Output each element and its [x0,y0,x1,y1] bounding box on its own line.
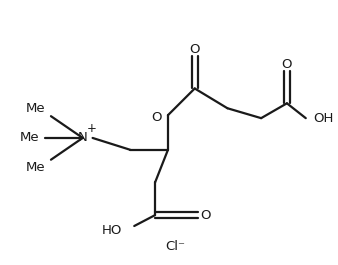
Text: O: O [151,111,161,124]
Text: O: O [200,209,211,222]
Text: Me: Me [25,102,45,115]
Text: O: O [190,43,200,56]
Text: N: N [78,131,88,144]
Text: OH: OH [313,112,334,125]
Text: O: O [282,58,292,71]
Text: Cl⁻: Cl⁻ [165,240,185,253]
Text: Me: Me [25,161,45,174]
Text: +: + [87,122,97,135]
Text: HO: HO [102,224,123,237]
Text: Me: Me [19,131,39,144]
